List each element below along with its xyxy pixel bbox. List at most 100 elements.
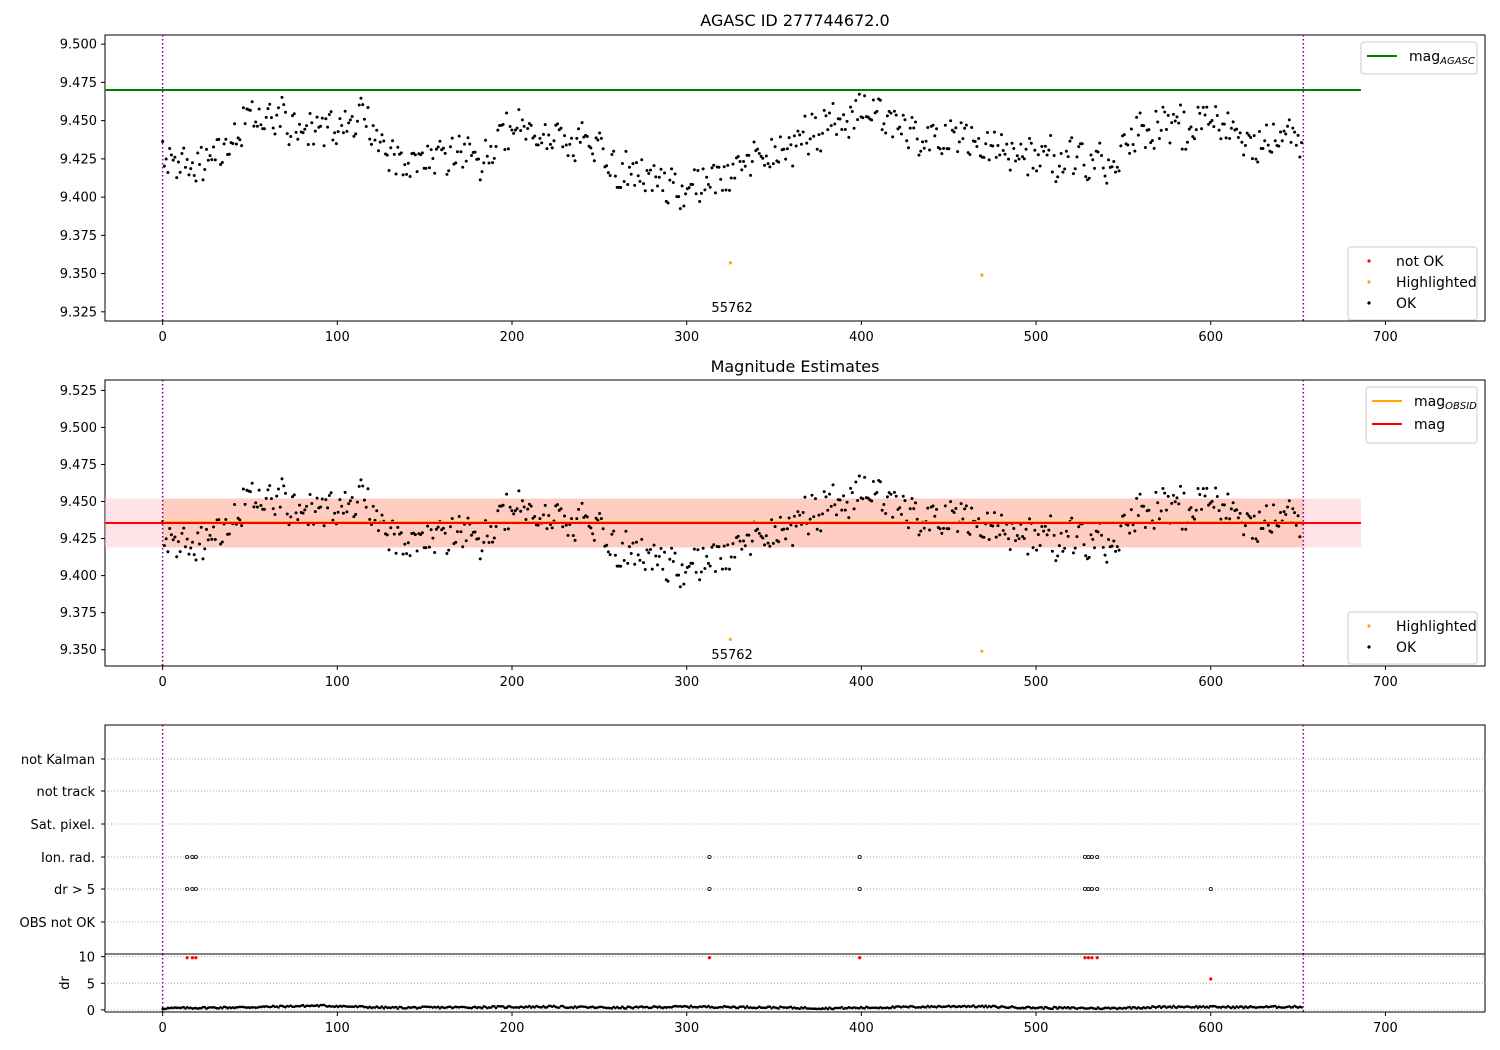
ok-data-point bbox=[843, 508, 847, 512]
ok-data-point bbox=[1040, 525, 1044, 529]
ok-data-point bbox=[1191, 515, 1195, 519]
ok-data-point bbox=[1054, 180, 1058, 184]
ok-data-point bbox=[1235, 508, 1239, 512]
ok-data-point bbox=[1298, 535, 1302, 539]
ok-data-point bbox=[455, 150, 459, 154]
ok-data-point bbox=[477, 157, 481, 161]
ok-data-point bbox=[810, 493, 814, 497]
ok-data-point bbox=[1242, 153, 1246, 157]
ok-data-point bbox=[517, 108, 521, 112]
ok-data-point bbox=[957, 140, 961, 144]
ok-data-point bbox=[1245, 131, 1249, 135]
ok-data-point bbox=[729, 555, 733, 559]
ok-data-point bbox=[999, 133, 1003, 137]
ok-data-point bbox=[1042, 149, 1046, 153]
ok-data-point bbox=[303, 127, 307, 131]
ok-data-point bbox=[320, 497, 324, 501]
ok-data-point bbox=[415, 170, 419, 174]
ok-data-point bbox=[847, 135, 851, 139]
ok-data-point bbox=[1173, 500, 1177, 504]
ok-data-point bbox=[457, 515, 461, 519]
ok-data-point bbox=[201, 557, 205, 561]
ok-data-point bbox=[787, 136, 791, 140]
ok-data-point bbox=[550, 526, 554, 530]
ok-data-point bbox=[282, 103, 286, 107]
ok-data-point bbox=[448, 145, 452, 149]
ok-data-point bbox=[241, 487, 245, 491]
ok-data-point bbox=[817, 133, 821, 137]
ok-data-point bbox=[387, 548, 391, 552]
ok-data-point bbox=[882, 122, 886, 126]
ok-data-point bbox=[473, 530, 477, 534]
ok-data-point bbox=[1203, 113, 1207, 117]
ok-data-point bbox=[296, 137, 300, 141]
ok-data-point bbox=[433, 550, 437, 554]
ok-data-point bbox=[912, 126, 916, 130]
ok-data-point bbox=[824, 114, 828, 118]
ok-data-point bbox=[489, 524, 493, 528]
ok-data-point bbox=[305, 504, 309, 508]
ok-data-point bbox=[577, 127, 581, 131]
ok-data-point bbox=[559, 507, 563, 511]
ok-data-point bbox=[573, 159, 577, 163]
ok-data-point bbox=[1080, 142, 1084, 146]
ok-data-point bbox=[819, 149, 823, 153]
ok-data-point bbox=[1033, 148, 1037, 152]
ok-data-point bbox=[863, 475, 867, 479]
x-tick-label: 700 bbox=[1373, 675, 1398, 690]
ok-data-point bbox=[1091, 158, 1095, 162]
flag-row-label: not Kalman bbox=[21, 753, 95, 768]
ok-data-point bbox=[789, 523, 793, 527]
ok-data-point bbox=[462, 142, 466, 146]
ok-data-point bbox=[987, 158, 991, 162]
ok-data-point bbox=[992, 511, 996, 515]
ok-data-point bbox=[555, 122, 559, 126]
ok-data-point bbox=[1110, 544, 1114, 548]
ok-data-point bbox=[1082, 163, 1086, 167]
ok-data-point bbox=[350, 495, 354, 499]
ok-data-point bbox=[276, 106, 280, 110]
ok-data-point bbox=[519, 509, 523, 513]
large-dr-point bbox=[1209, 977, 1213, 981]
ok-data-point bbox=[255, 505, 259, 509]
ok-data-point bbox=[178, 550, 182, 554]
ok-data-point bbox=[208, 533, 212, 537]
ok-data-point bbox=[443, 151, 447, 155]
ok-data-point bbox=[241, 106, 245, 110]
x-tick-label: 0 bbox=[159, 330, 167, 345]
ok-data-point bbox=[1243, 143, 1247, 147]
large-dr-point bbox=[185, 956, 189, 960]
ok-data-point bbox=[705, 175, 709, 179]
ok-data-point bbox=[336, 130, 340, 134]
ok-data-point bbox=[684, 192, 688, 196]
y-tick-label: 9.350 bbox=[60, 643, 97, 658]
ok-data-point bbox=[705, 554, 709, 558]
ok-data-point bbox=[961, 517, 965, 521]
ok-data-point bbox=[1300, 141, 1304, 145]
ok-data-point bbox=[1291, 507, 1295, 511]
ok-data-point bbox=[654, 554, 658, 558]
ok-data-point bbox=[217, 137, 221, 141]
ok-data-point bbox=[708, 564, 712, 568]
ok-data-point bbox=[875, 490, 879, 494]
dr-data-point bbox=[984, 1004, 987, 1008]
ok-data-point bbox=[917, 153, 921, 157]
ok-data-point bbox=[227, 532, 231, 536]
ok-data-point bbox=[350, 114, 354, 118]
y-tick-label: 10 bbox=[78, 951, 95, 966]
ok-data-point bbox=[1026, 173, 1030, 177]
ok-data-point bbox=[678, 207, 682, 211]
dr-data-point bbox=[745, 1005, 749, 1008]
dr-data-point bbox=[1194, 1004, 1198, 1008]
ok-data-point bbox=[520, 499, 524, 503]
ok-data-point bbox=[880, 128, 884, 132]
ok-data-point bbox=[319, 505, 323, 509]
ok-data-point bbox=[240, 524, 244, 528]
x-tick-label: 500 bbox=[1024, 330, 1049, 345]
ok-data-point bbox=[1071, 551, 1075, 555]
ok-data-point bbox=[717, 545, 721, 549]
ok-data-point bbox=[663, 550, 667, 554]
ok-data-point bbox=[206, 158, 210, 162]
ok-data-point bbox=[505, 492, 509, 496]
ok-data-point bbox=[559, 126, 563, 130]
